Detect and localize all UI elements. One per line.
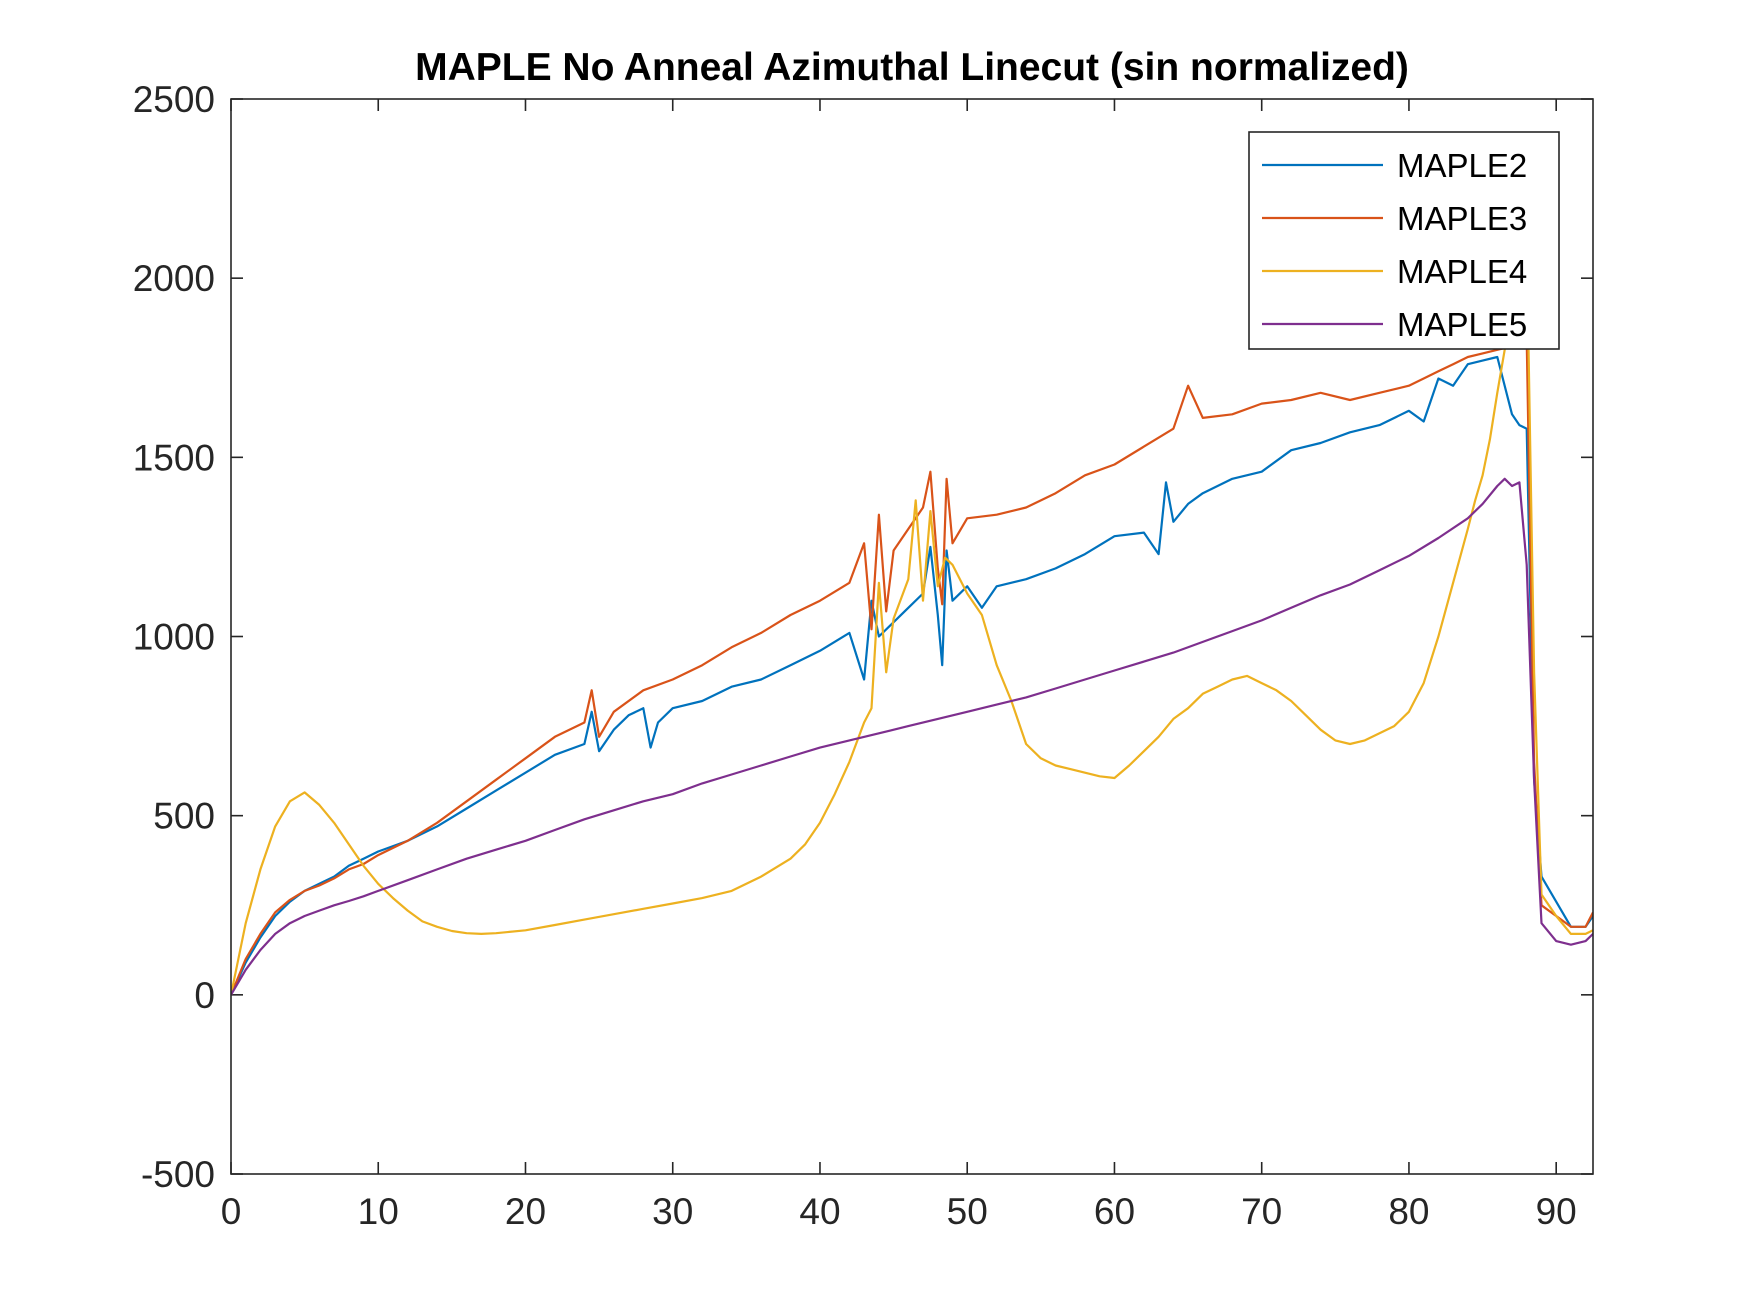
series-line-maple4 — [231, 241, 1593, 996]
x-tick-label: 10 — [358, 1191, 399, 1232]
series-line-maple5 — [231, 477, 1593, 996]
legend-box — [1248, 131, 1560, 350]
axis-ticks — [230, 98, 1593, 1175]
series-line-maple3 — [231, 338, 1593, 996]
x-tick-label: 30 — [652, 1191, 693, 1232]
y-tick-label: 0 — [194, 975, 215, 1016]
y-tick-label: 1500 — [133, 437, 215, 478]
legend-label-maple2: MAPLE2 — [1397, 147, 1527, 184]
legend: MAPLE2 MAPLE3 MAPLE4 MAPLE5 — [1248, 131, 1560, 350]
legend-label-maple5: MAPLE5 — [1397, 306, 1527, 343]
x-tick-label: 80 — [1388, 1191, 1429, 1232]
chart-title: MAPLE No Anneal Azimuthal Linecut (sin n… — [415, 46, 1409, 89]
y-tick-label: 500 — [153, 796, 215, 837]
series-line-maple2 — [231, 355, 1593, 996]
y-tick-label: -500 — [141, 1154, 215, 1195]
series-lines — [231, 241, 1593, 996]
x-tick-label: 50 — [947, 1191, 988, 1232]
x-tick-label: 40 — [799, 1191, 840, 1232]
y-tick-label: 2000 — [133, 258, 215, 299]
x-tick-label: 60 — [1094, 1191, 1135, 1232]
x-tick-label: 90 — [1536, 1191, 1577, 1232]
x-tick-label: 70 — [1241, 1191, 1282, 1232]
x-tick-label: 20 — [505, 1191, 546, 1232]
y-tick-label: 2500 — [133, 79, 215, 120]
axis-tick-labels: 0 10 20 30 40 50 60 70 80 90-50005001000150020002… — [133, 79, 1577, 1232]
legend-label-maple3: MAPLE3 — [1397, 200, 1527, 237]
plot-frame — [230, 98, 1594, 1175]
legend-label-maple4: MAPLE4 — [1397, 253, 1527, 290]
y-tick-label: 1000 — [133, 617, 215, 658]
x-tick-label: 0 — [221, 1191, 242, 1232]
